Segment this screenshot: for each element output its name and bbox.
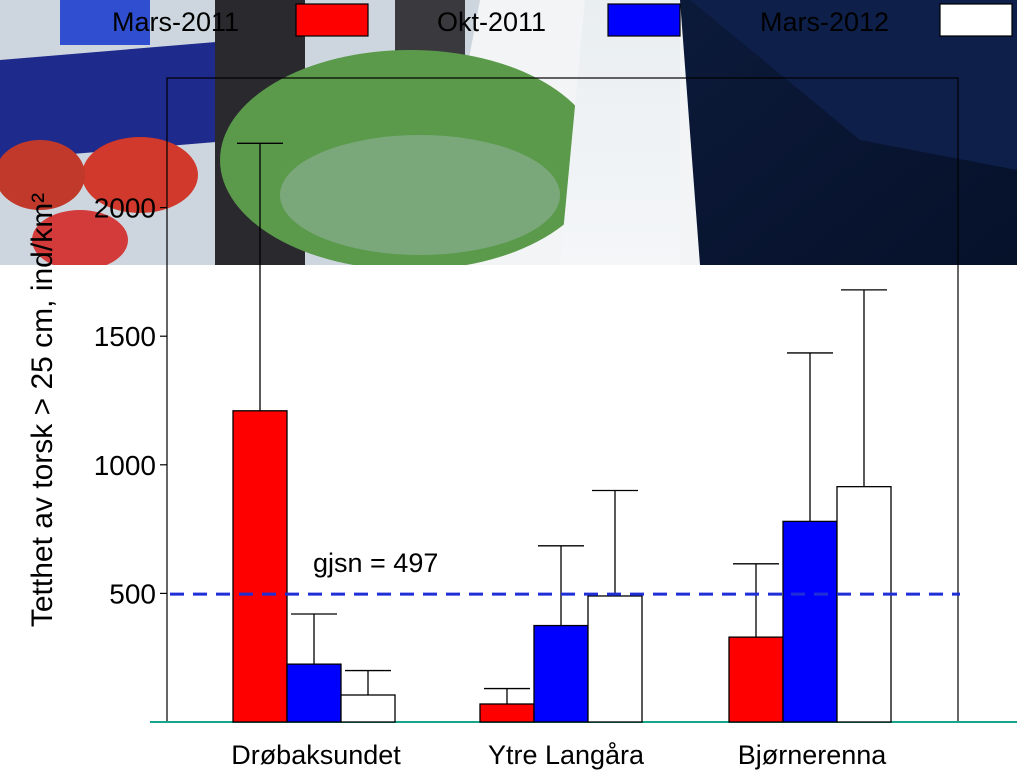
y-tick-label: 1500 — [94, 321, 156, 352]
bar — [836, 486, 892, 723]
legend-swatch — [295, 3, 369, 37]
background-photo — [0, 0, 1017, 270]
bar — [340, 694, 396, 723]
bar — [782, 520, 838, 723]
y-tick-label: 1000 — [94, 450, 156, 481]
bar — [587, 595, 643, 723]
legend-label: Okt-2011 — [437, 7, 546, 37]
category-label: Ytre Langåra — [488, 740, 645, 770]
legend-swatch — [607, 3, 681, 37]
bar — [479, 703, 535, 723]
y-axis-label: Tetthet av torsk > 25 cm, ind/km² — [26, 193, 59, 627]
category-label: Drøbaksundet — [231, 740, 401, 770]
bar — [286, 663, 342, 723]
y-tick-label: 500 — [109, 578, 156, 609]
bar — [728, 636, 784, 723]
category-label: Bjørnerenna — [738, 740, 888, 770]
y-tick-label: 2000 — [94, 193, 156, 224]
legend-label: Mars-2011 — [112, 7, 239, 37]
legend-swatch — [939, 3, 1013, 37]
legend-label: Mars-2012 — [760, 7, 889, 37]
mean-line-label: gjsn = 497 — [313, 548, 438, 578]
bar — [533, 624, 589, 723]
bar — [232, 410, 288, 723]
legend: Mars-2011 Okt-2011 Mars-2012 — [112, 3, 1013, 37]
